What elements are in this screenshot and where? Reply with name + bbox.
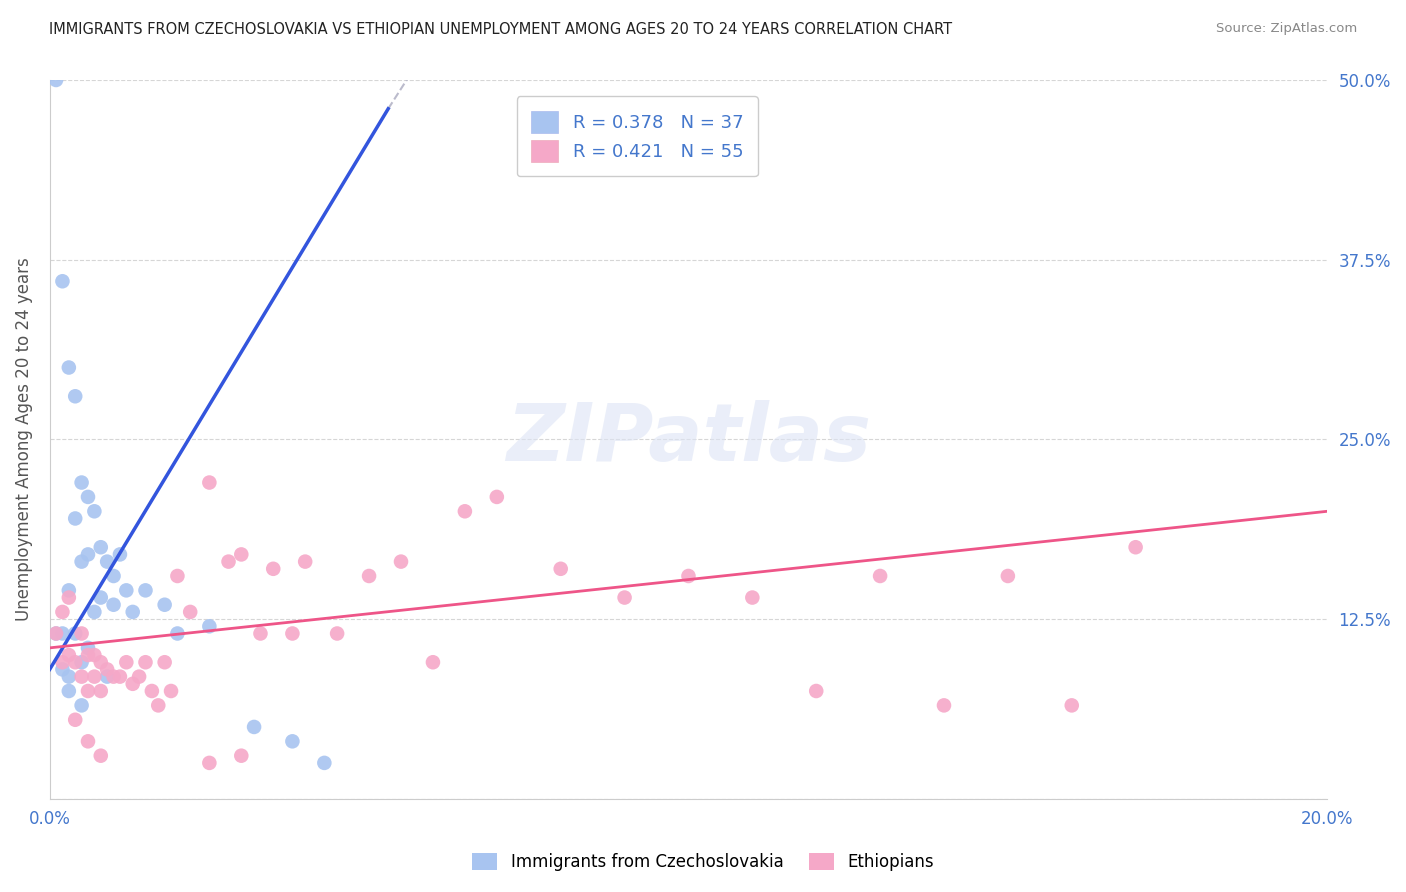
Y-axis label: Unemployment Among Ages 20 to 24 years: Unemployment Among Ages 20 to 24 years <box>15 258 32 622</box>
Point <box>83 648 105 662</box>
Text: ZIPatlas: ZIPatlas <box>506 401 870 478</box>
Point <box>103 598 125 612</box>
Point <box>121 677 143 691</box>
Point <box>77 684 100 698</box>
Point <box>90 748 112 763</box>
Point <box>166 626 188 640</box>
Point <box>51 655 73 669</box>
Point <box>1125 540 1147 554</box>
Point <box>281 734 304 748</box>
Point <box>249 626 271 640</box>
Point <box>63 389 86 403</box>
Point <box>51 626 73 640</box>
Point <box>103 670 125 684</box>
Point <box>243 720 266 734</box>
Point <box>70 626 93 640</box>
Point <box>134 655 156 669</box>
Point <box>153 655 176 669</box>
Point <box>51 274 73 288</box>
Point <box>58 670 80 684</box>
Point <box>63 713 86 727</box>
Point <box>454 504 477 518</box>
Point <box>141 684 163 698</box>
Point <box>83 504 105 518</box>
Point <box>83 670 105 684</box>
Point <box>51 605 73 619</box>
Legend: R = 0.378   N = 37, R = 0.421   N = 55: R = 0.378 N = 37, R = 0.421 N = 55 <box>517 96 758 177</box>
Point <box>58 648 80 662</box>
Point <box>63 655 86 669</box>
Point <box>148 698 170 713</box>
Point <box>96 670 118 684</box>
Point <box>1060 698 1083 713</box>
Point <box>115 655 138 669</box>
Point <box>90 684 112 698</box>
Point <box>83 605 105 619</box>
Point <box>357 569 380 583</box>
Point <box>58 360 80 375</box>
Point <box>314 756 336 770</box>
Point <box>90 540 112 554</box>
Point <box>128 670 150 684</box>
Point <box>550 562 572 576</box>
Text: IMMIGRANTS FROM CZECHOSLOVAKIA VS ETHIOPIAN UNEMPLOYMENT AMONG AGES 20 TO 24 YEA: IMMIGRANTS FROM CZECHOSLOVAKIA VS ETHIOP… <box>49 22 952 37</box>
Point <box>806 684 828 698</box>
Point <box>485 490 508 504</box>
Point <box>160 684 183 698</box>
Point <box>389 555 412 569</box>
Point <box>997 569 1019 583</box>
Point <box>45 73 67 87</box>
Point <box>96 555 118 569</box>
Point <box>198 756 221 770</box>
Point <box>108 670 131 684</box>
Point <box>45 626 67 640</box>
Point <box>90 655 112 669</box>
Legend: Immigrants from Czechoslovakia, Ethiopians: Immigrants from Czechoslovakia, Ethiopia… <box>464 845 942 880</box>
Point <box>218 555 240 569</box>
Point <box>121 605 143 619</box>
Point <box>77 548 100 562</box>
Point <box>231 748 253 763</box>
Point <box>198 475 221 490</box>
Point <box>70 655 93 669</box>
Text: Source: ZipAtlas.com: Source: ZipAtlas.com <box>1216 22 1357 36</box>
Point <box>58 583 80 598</box>
Point <box>70 475 93 490</box>
Point <box>96 662 118 676</box>
Point <box>231 548 253 562</box>
Point <box>45 626 67 640</box>
Point <box>103 569 125 583</box>
Point <box>77 734 100 748</box>
Point <box>741 591 763 605</box>
Point <box>70 670 93 684</box>
Point <box>70 555 93 569</box>
Point <box>166 569 188 583</box>
Point <box>281 626 304 640</box>
Point <box>90 591 112 605</box>
Point <box>262 562 284 576</box>
Point <box>77 648 100 662</box>
Point <box>179 605 201 619</box>
Point <box>294 555 316 569</box>
Point <box>198 619 221 633</box>
Point <box>422 655 444 669</box>
Point <box>134 583 156 598</box>
Point <box>77 490 100 504</box>
Point <box>115 583 138 598</box>
Point <box>153 598 176 612</box>
Point <box>108 548 131 562</box>
Point <box>326 626 349 640</box>
Point <box>678 569 700 583</box>
Point <box>58 684 80 698</box>
Point <box>63 626 86 640</box>
Point <box>58 591 80 605</box>
Point <box>51 662 73 676</box>
Point <box>70 698 93 713</box>
Point <box>613 591 636 605</box>
Point <box>63 511 86 525</box>
Point <box>932 698 955 713</box>
Point <box>77 640 100 655</box>
Point <box>869 569 891 583</box>
